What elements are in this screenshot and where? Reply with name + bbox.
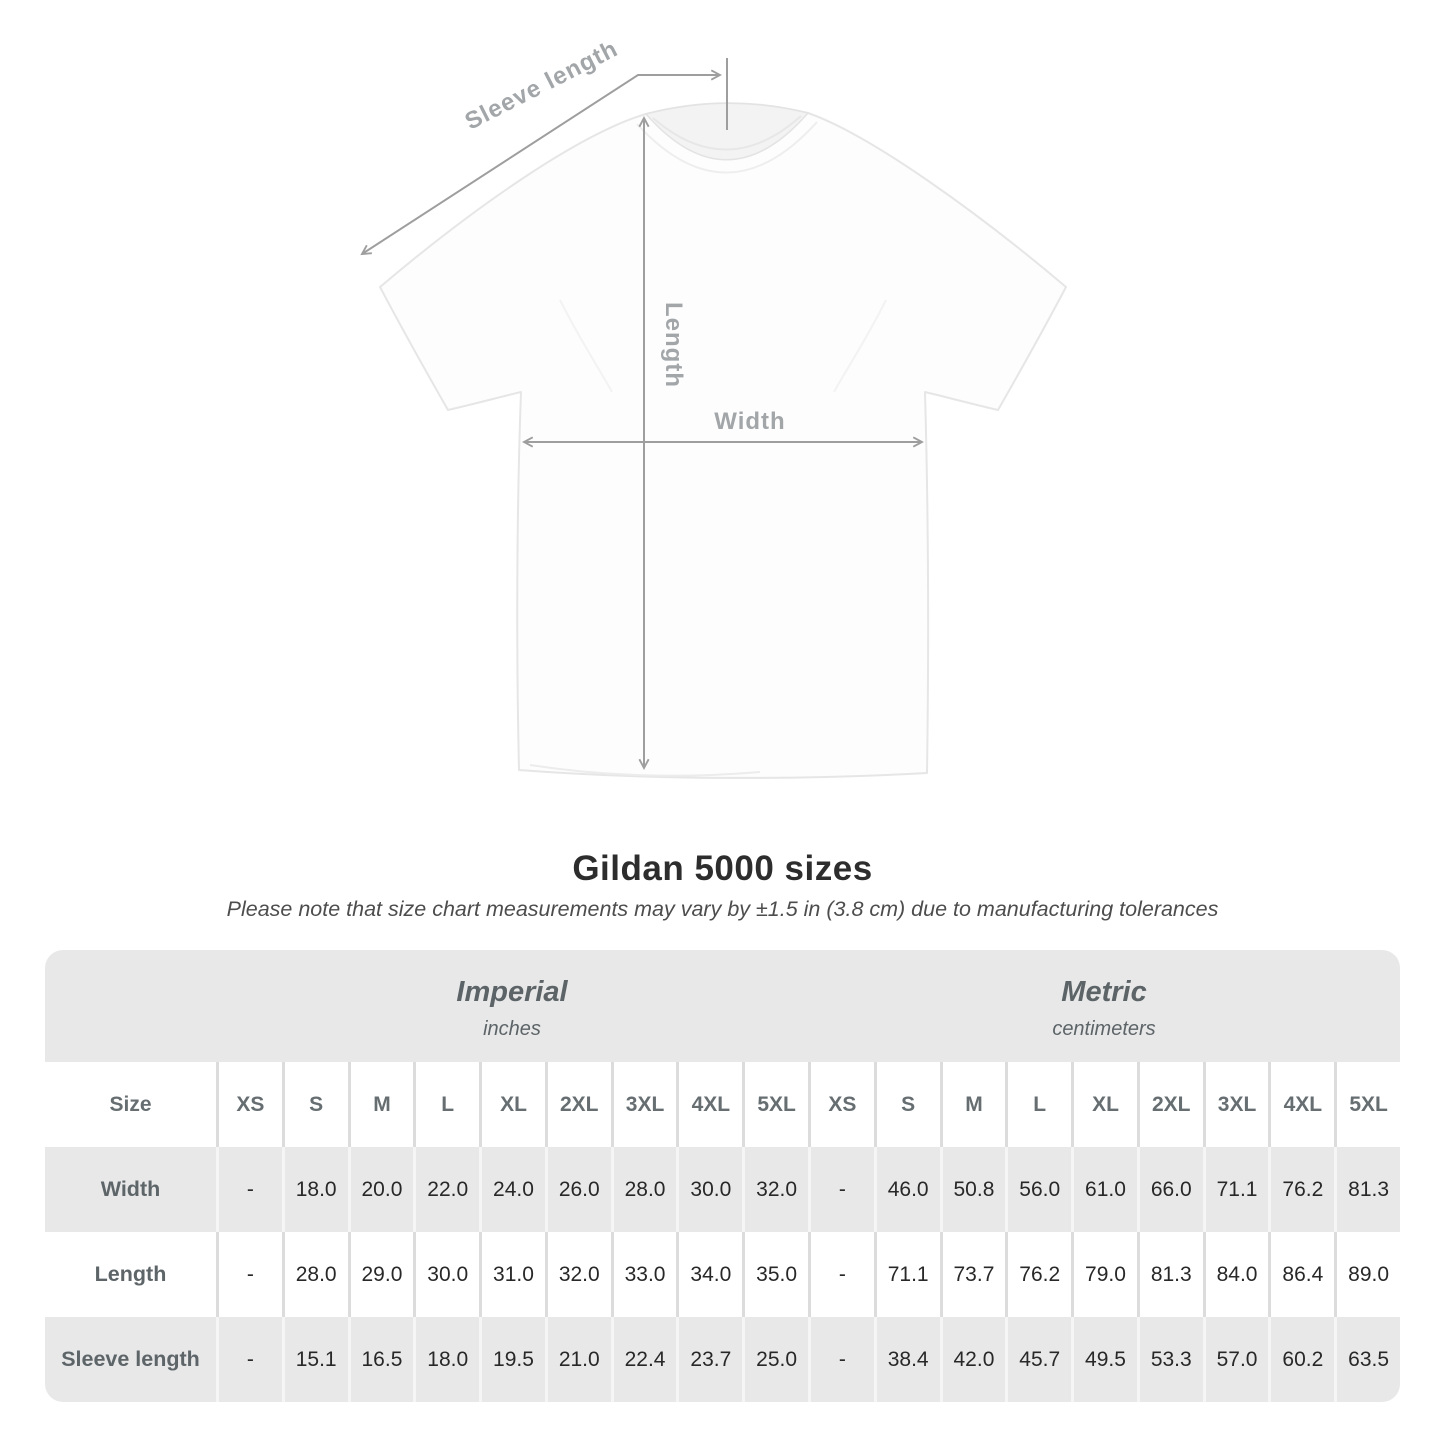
value-cell: 49.5 [1071, 1317, 1137, 1402]
row-label-width: Width [100, 1177, 161, 1201]
value-cell: - [808, 1147, 874, 1232]
value-cell: - [216, 1147, 282, 1232]
value-cell: 81.3 [1136, 1232, 1203, 1317]
value-cell: 38.4 [873, 1317, 940, 1402]
value-cell: 21.0 [544, 1317, 611, 1402]
value-cell: 20.0 [347, 1147, 414, 1232]
value-cell: 76.2 [1005, 1232, 1071, 1317]
page-title: Gildan 5000 sizes [572, 849, 873, 888]
size-header-xs-imperial: XS [216, 1062, 282, 1147]
value-cell: 15.1 [281, 1317, 348, 1402]
value-cell: 24.0 [479, 1147, 545, 1232]
value-cell: - [808, 1317, 874, 1402]
value-cell: 28.0 [610, 1147, 677, 1232]
size-header-m-imperial: M [347, 1062, 414, 1147]
size-header-m-metric: M [939, 1062, 1006, 1147]
value-cell: - [216, 1317, 282, 1402]
value-cell: 34.0 [676, 1232, 742, 1317]
value-cell: 71.1 [1202, 1147, 1269, 1232]
value-cell: 30.0 [413, 1232, 479, 1317]
value-cell: 73.7 [939, 1232, 1006, 1317]
value-cell: 81.3 [1334, 1147, 1400, 1232]
value-cell: 50.8 [939, 1147, 1006, 1232]
sleeve-length-label: Sleeve length [461, 35, 623, 135]
value-cell: 66.0 [1136, 1147, 1203, 1232]
value-cell: 35.0 [742, 1232, 808, 1317]
size-header-2xl-imperial: 2XL [544, 1062, 611, 1147]
value-cell: 29.0 [347, 1232, 414, 1317]
value-cell: 76.2 [1268, 1147, 1334, 1232]
value-cell: - [216, 1232, 282, 1317]
size-column-header: Size [109, 1092, 152, 1116]
value-cell: 42.0 [939, 1317, 1006, 1402]
value-cell: 30.0 [676, 1147, 742, 1232]
value-cell: 63.5 [1334, 1317, 1400, 1402]
sleeve-length-arrow [360, 69, 722, 256]
size-header-l-imperial: L [413, 1062, 479, 1147]
metric-unit: centimeters [1052, 1017, 1156, 1040]
value-cell: 84.0 [1202, 1232, 1269, 1317]
value-cell: 60.2 [1268, 1317, 1334, 1402]
value-cell: 18.0 [413, 1317, 479, 1402]
value-cell: 46.0 [873, 1147, 940, 1232]
value-cell: 26.0 [544, 1147, 611, 1232]
size-header-4xl-imperial: 4XL [676, 1062, 742, 1147]
length-row: Length - 28.0 29.0 30.0 31.0 32.0 33.0 3… [45, 1232, 1400, 1317]
size-header-l-metric: L [1005, 1062, 1071, 1147]
row-label-length: Length [94, 1262, 167, 1286]
imperial-label: Imperial [456, 975, 568, 1008]
measurement-arrows [360, 58, 924, 770]
value-cell: - [808, 1232, 874, 1317]
metric-label: Metric [1061, 975, 1147, 1008]
size-header-5xl-imperial: 5XL [742, 1062, 808, 1147]
value-cell: 53.3 [1136, 1317, 1203, 1402]
value-cell: 31.0 [479, 1232, 545, 1317]
value-cell: 22.0 [413, 1147, 479, 1232]
length-label: Length [660, 302, 687, 388]
size-header-xs-metric: XS [808, 1062, 874, 1147]
tshirt-outline [379, 102, 1067, 779]
value-cell: 23.7 [676, 1317, 742, 1402]
value-cell: 45.7 [1005, 1317, 1071, 1402]
value-cell: 32.0 [742, 1147, 808, 1232]
size-header-s-metric: S [873, 1062, 940, 1147]
size-header-s-imperial: S [281, 1062, 348, 1147]
imperial-unit: inches [483, 1017, 541, 1040]
value-cell: 56.0 [1005, 1147, 1071, 1232]
value-cell: 79.0 [1071, 1232, 1137, 1317]
size-header-4xl-metric: 4XL [1268, 1062, 1334, 1147]
size-header-xl-metric: XL [1071, 1062, 1137, 1147]
value-cell: 28.0 [281, 1232, 348, 1317]
value-cell: 61.0 [1071, 1147, 1137, 1232]
width-row: Width - 18.0 20.0 22.0 24.0 26.0 28.0 30… [45, 1147, 1400, 1232]
value-cell: 71.1 [873, 1232, 940, 1317]
tshirt-measurement-diagram: Sleeve length Length Width [360, 35, 1067, 779]
size-header-xl-imperial: XL [479, 1062, 545, 1147]
value-cell: 86.4 [1268, 1232, 1334, 1317]
imperial-header: Imperial inches [216, 950, 808, 1062]
size-header-5xl-metric: 5XL [1334, 1062, 1400, 1147]
value-cell: 16.5 [347, 1317, 414, 1402]
size-header-3xl-imperial: 3XL [610, 1062, 677, 1147]
value-cell: 89.0 [1334, 1232, 1400, 1317]
sleeve-length-row: Sleeve length - 15.1 16.5 18.0 19.5 21.0… [45, 1317, 1400, 1402]
value-cell: 22.4 [610, 1317, 677, 1402]
value-cell: 33.0 [610, 1232, 677, 1317]
value-cell: 57.0 [1202, 1317, 1269, 1402]
unit-header-band: Imperial inches Metric centimeters [45, 950, 1400, 1062]
size-header-3xl-metric: 3XL [1202, 1062, 1269, 1147]
tolerance-note: Please note that size chart measurements… [226, 897, 1219, 921]
size-header-row: Size XS S M L XL 2XL 3XL 4XL 5XL XS S M … [45, 1062, 1400, 1147]
width-label: Width [714, 408, 785, 435]
value-cell: 25.0 [742, 1317, 808, 1402]
metric-header: Metric centimeters [808, 950, 1400, 1062]
value-cell: 19.5 [479, 1317, 545, 1402]
value-cell: 32.0 [544, 1232, 611, 1317]
size-table: Imperial inches Metric centimeters Size … [45, 950, 1400, 1402]
row-label-sleeve-length: Sleeve length [61, 1347, 200, 1371]
value-cell: 18.0 [281, 1147, 348, 1232]
size-header-2xl-metric: 2XL [1136, 1062, 1203, 1147]
